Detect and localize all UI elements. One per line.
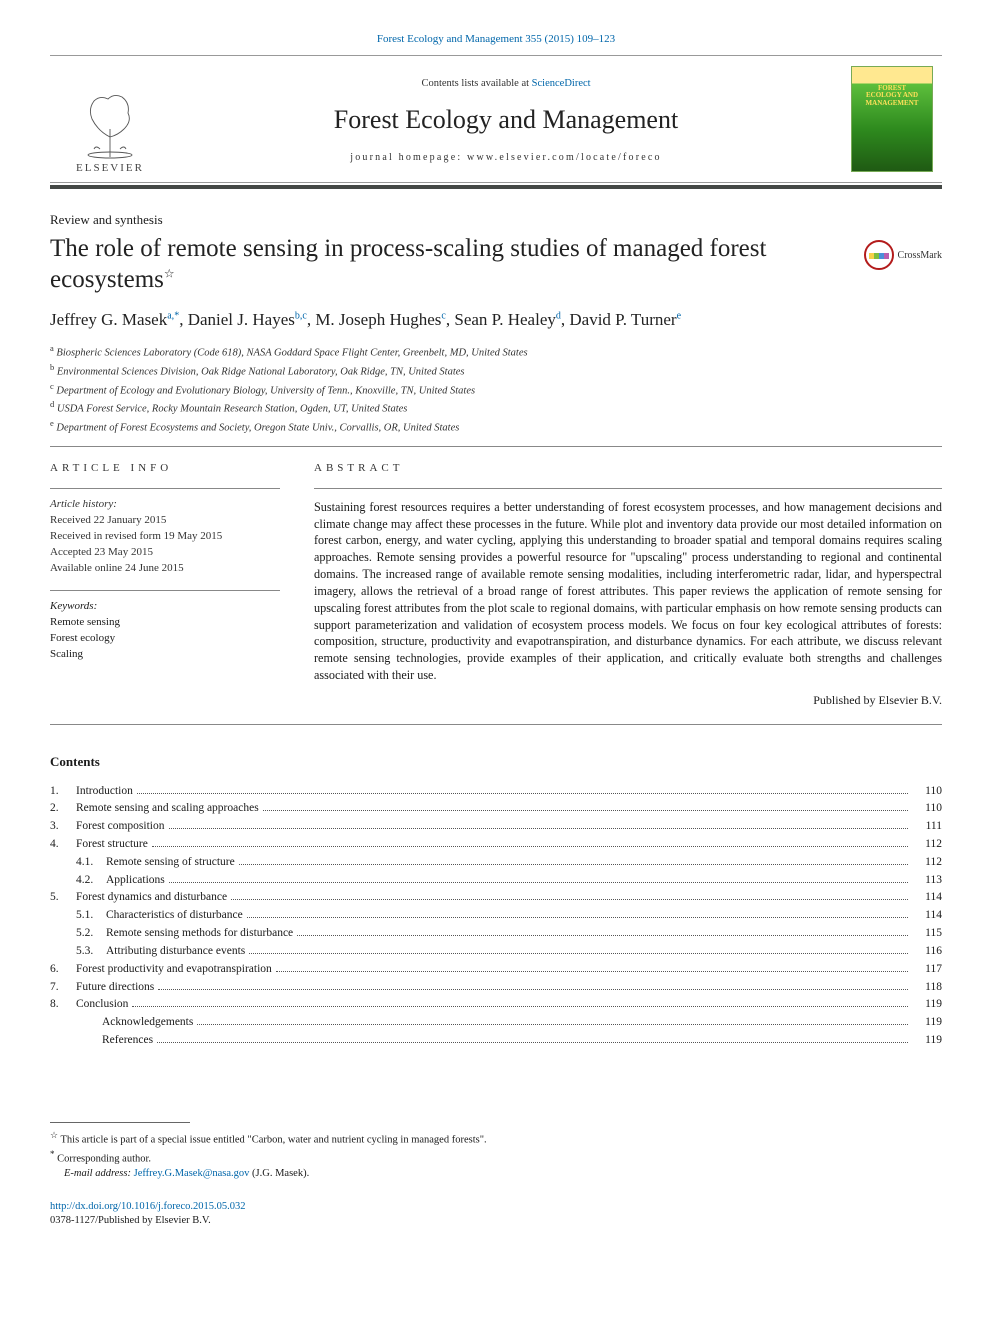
crossmark-badge[interactable]: CrossMark [864, 240, 942, 270]
toc-row[interactable]: References119 [50, 1032, 942, 1050]
affiliation: d USDA Forest Service, Rocky Mountain Re… [50, 398, 942, 417]
journal-cover: FOREST ECOLOGY AND MANAGEMENT [842, 56, 942, 182]
toc-row[interactable]: 5.2.Remote sensing methods for disturban… [50, 925, 942, 943]
citation-link[interactable]: Forest Ecology and Management 355 (2015)… [377, 33, 615, 45]
authors-line: Jeffrey G. Maseka,*, Daniel J. Hayesb,c,… [50, 309, 942, 332]
citation-header: Forest Ecology and Management 355 (2015)… [50, 32, 942, 47]
toc-row[interactable]: 4.2.Applications113 [50, 872, 942, 890]
title-footnote-marker: ☆ [164, 267, 175, 281]
abstract-text: Sustaining forest resources requires a b… [314, 499, 942, 684]
toc-row[interactable]: 5.3.Attributing disturbance events116 [50, 943, 942, 961]
toc-row[interactable]: 8.Conclusion119 [50, 996, 942, 1014]
journal-homepage: journal homepage: www.elsevier.com/locat… [178, 151, 834, 165]
toc-row[interactable]: 4.Forest structure112 [50, 836, 942, 854]
toc-row[interactable]: 6.Forest productivity and evapotranspira… [50, 961, 942, 979]
masthead-rule [50, 185, 942, 189]
crossmark-label: CrossMark [898, 249, 942, 263]
toc-row[interactable]: 3.Forest composition111 [50, 818, 942, 836]
toc-row[interactable]: Acknowledgements119 [50, 1014, 942, 1032]
footnotes-rule [50, 1122, 190, 1123]
masthead: ELSEVIER Contents lists available at Sci… [50, 55, 942, 183]
article-title: The role of remote sensing in process-sc… [50, 234, 850, 295]
doi-block: http://dx.doi.org/10.1016/j.foreco.2015.… [50, 1200, 942, 1228]
abstract-heading: ABSTRACT [314, 461, 942, 476]
section-rule [50, 446, 942, 447]
contents-heading: Contents [50, 753, 942, 771]
elsevier-tree-icon [70, 89, 150, 159]
keyword: Forest ecology [50, 631, 280, 647]
table-of-contents: 1.Introduction1102.Remote sensing and sc… [50, 783, 942, 1050]
toc-row[interactable]: 5.1.Characteristics of disturbance114 [50, 907, 942, 925]
keyword: Scaling [50, 647, 280, 663]
affiliation: a Biospheric Sciences Laboratory (Code 6… [50, 342, 942, 361]
corresponding-email-link[interactable]: Jeffrey.G.Masek@nasa.gov [134, 1168, 250, 1179]
journal-name: Forest Ecology and Management [178, 102, 834, 137]
article-type: Review and synthesis [50, 211, 942, 229]
contents-available: Contents lists available at ScienceDirec… [178, 77, 834, 91]
publisher-name: ELSEVIER [76, 161, 144, 176]
crossmark-icon [864, 240, 894, 270]
footnotes: ☆ This article is part of a special issu… [50, 1129, 942, 1182]
affiliation: e Department of Forest Ecosystems and So… [50, 417, 942, 436]
affiliation: b Environmental Sciences Division, Oak R… [50, 361, 942, 380]
toc-row[interactable]: 7.Future directions118 [50, 979, 942, 997]
doi-link[interactable]: http://dx.doi.org/10.1016/j.foreco.2015.… [50, 1201, 246, 1212]
cover-thumb-icon: FOREST ECOLOGY AND MANAGEMENT [851, 66, 933, 172]
affiliations: a Biospheric Sciences Laboratory (Code 6… [50, 342, 942, 436]
toc-row[interactable]: 5.Forest dynamics and disturbance114 [50, 889, 942, 907]
keywords: Keywords: Remote sensingForest ecologySc… [50, 599, 280, 663]
toc-row[interactable]: 1.Introduction110 [50, 783, 942, 801]
affiliation: c Department of Ecology and Evolutionary… [50, 380, 942, 399]
sciencedirect-link[interactable]: ScienceDirect [532, 78, 591, 89]
published-by: Published by Elsevier B.V. [314, 692, 942, 708]
toc-row[interactable]: 2.Remote sensing and scaling approaches1… [50, 800, 942, 818]
publisher-block: ELSEVIER [50, 56, 170, 182]
article-history: Article history: Received 22 January 201… [50, 497, 280, 577]
toc-row[interactable]: 4.1.Remote sensing of structure112 [50, 854, 942, 872]
keyword: Remote sensing [50, 615, 280, 631]
article-info-heading: ARTICLE INFO [50, 461, 280, 476]
